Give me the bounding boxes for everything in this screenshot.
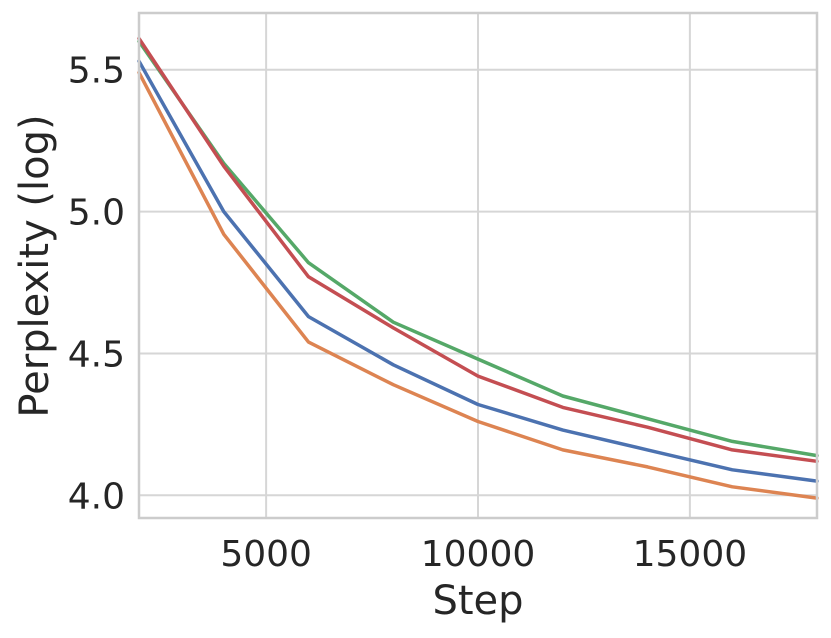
plot-frame: [137, 11, 819, 520]
series-line-1: [137, 59, 819, 483]
x-tick-label: 10000: [421, 534, 536, 575]
x-tick-labels: 5000 10000 15000: [220, 534, 747, 575]
y-tick-label: 4.5: [68, 334, 125, 375]
x-axis-label: Step: [432, 578, 523, 624]
x-tick-label: 15000: [633, 534, 748, 575]
y-axis-label: Perplexity (log): [12, 114, 58, 417]
grid: [139, 13, 817, 518]
series-line-3: [137, 39, 819, 458]
y-tick-label: 5.0: [68, 193, 125, 234]
series-lines: [137, 36, 819, 500]
y-tick-label: 5.5: [68, 51, 125, 92]
y-tick-label: 4.0: [68, 476, 125, 517]
y-tick-labels: 4.0 4.5 5.0 5.5: [68, 51, 125, 518]
series-line-4: [137, 36, 819, 464]
series-line-2: [137, 70, 819, 500]
x-tick-label: 5000: [220, 534, 312, 575]
